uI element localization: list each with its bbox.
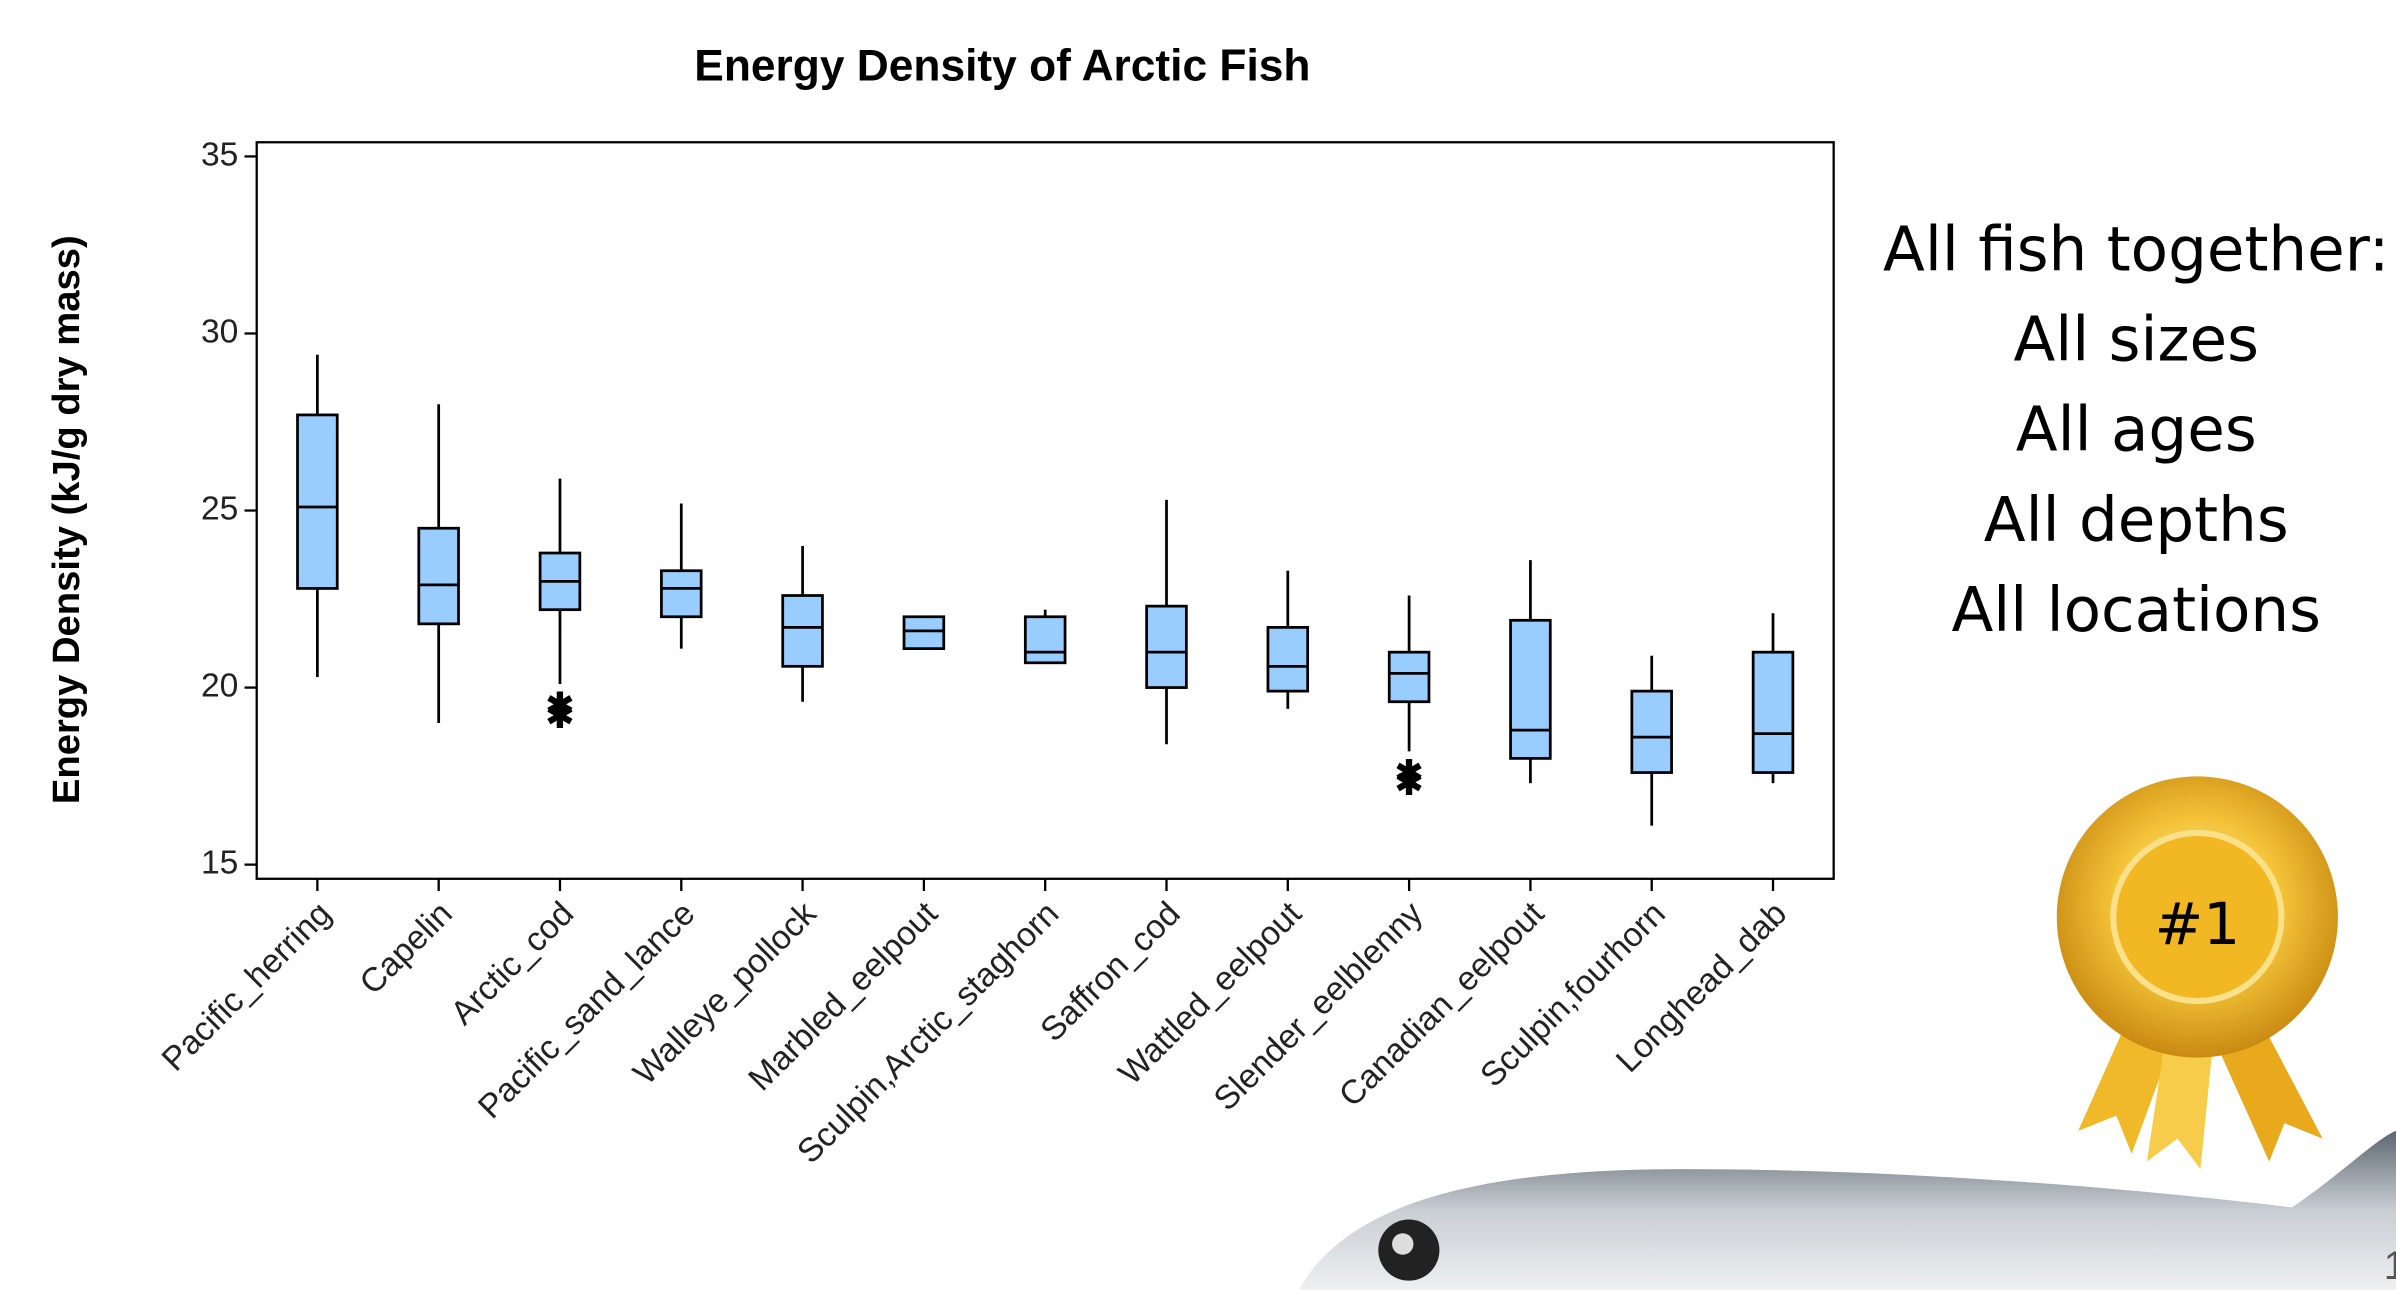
badge-text: #1: [2155, 890, 2241, 958]
side-line: All depths: [1984, 485, 2289, 556]
x-tick-label: Capelin: [353, 895, 460, 1002]
box: [419, 528, 459, 624]
outlier: ✱: [1395, 766, 1423, 803]
side-line: All locations: [1951, 575, 2321, 646]
y-tick-label: 30: [201, 313, 238, 350]
box: [1268, 627, 1308, 691]
x-tick-label: Slender_eelblenny: [1207, 895, 1430, 1118]
box: [1632, 691, 1672, 772]
x-tick-label: Pacific_sand_lance: [471, 895, 702, 1126]
y-tick-label: 15: [201, 845, 238, 882]
badge: #1: [2057, 776, 2338, 1169]
y-axis-label: Energy Density (kJ/g dry mass): [45, 235, 88, 804]
side-line: All sizes: [2013, 305, 2259, 376]
side-line: All fish together:: [1883, 214, 2389, 285]
side-text: All fish together: All sizes All ages All d…: [1883, 214, 2389, 646]
chart-title: Energy Density of Arctic Fish: [694, 42, 1310, 91]
page: {"chart_data": {"type": "box", "title": …: [0, 0, 2396, 1290]
fish-photo: [1299, 1131, 2396, 1290]
box: [783, 596, 823, 667]
box: [1511, 620, 1551, 758]
box: [298, 415, 338, 589]
x-tick-label: Canadian_eelpout: [1332, 895, 1552, 1115]
box: [1025, 617, 1065, 663]
x-tick-label: Pacific_herring: [155, 895, 338, 1078]
y-tick-label: 20: [201, 667, 238, 704]
box: [661, 571, 701, 617]
outlier: ✱: [546, 698, 574, 735]
box: [1389, 652, 1429, 702]
page-number: 1: [2384, 1244, 2396, 1288]
side-line: All ages: [2016, 395, 2257, 466]
plot-frame: [257, 142, 1834, 879]
y-tick-label: 35: [201, 136, 238, 173]
box: [1147, 606, 1187, 687]
slide: Energy Density of Arctic Fish Energy Den…: [0, 0, 2396, 1290]
y-tick-label: 25: [201, 490, 238, 527]
box: [1753, 652, 1793, 772]
box: [904, 617, 944, 649]
